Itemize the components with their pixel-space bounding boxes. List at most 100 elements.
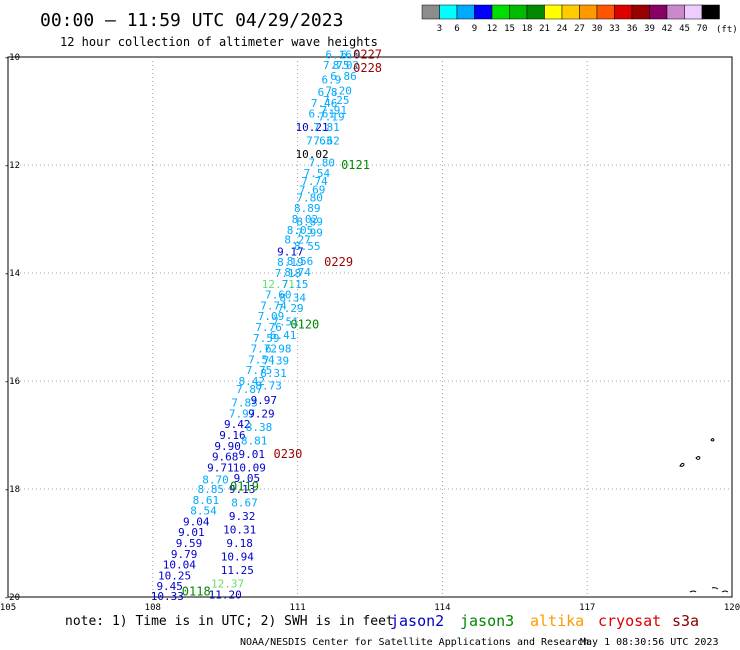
wave-height-label: 7.63 <box>306 135 333 148</box>
longitude-tick-label: 117 <box>579 603 595 613</box>
wave-height-label: 7.15 <box>282 278 309 291</box>
wave-height-label: 8.27 <box>284 234 311 247</box>
wave-height-label: 8.02 <box>333 59 360 72</box>
legend-tick-label: 70 <box>697 24 708 34</box>
legend-swatch <box>649 4 668 20</box>
satellite-key-jason3: jason3 <box>460 612 514 630</box>
wave-height-label: 6.9 <box>321 74 341 87</box>
wave-height-label: 8.38 <box>246 421 273 434</box>
legend-tick-label: 12 <box>487 24 498 34</box>
satellite-key: jason2 jason3 altika cryosat s3a <box>390 612 699 630</box>
wave-height-label: 10.33 <box>151 590 184 603</box>
wave-height-label: 6.61 <box>308 108 335 121</box>
wave-height-label: 7.39 <box>263 354 290 367</box>
wave-height-label: 10.25 <box>158 569 191 582</box>
legend-tick-label: 39 <box>644 24 655 34</box>
wave-height-label: 8.89 <box>294 202 321 215</box>
wave-height-label: 7.59 <box>253 332 280 345</box>
latitude-tick-label: -14 <box>4 269 20 279</box>
latitude-labels: -10 -12 -14 -16 -18 -20 <box>4 53 20 603</box>
pass-time-label: 0118 <box>182 585 211 599</box>
wave-height-label: 10.09 <box>233 461 266 474</box>
legend-tick-label: 45 <box>679 24 690 34</box>
wave-height-label: 9.97 <box>251 394 278 407</box>
wave-height-label: 9.29 <box>248 407 275 420</box>
pass-time-label: 0120 <box>290 317 319 331</box>
wave-height-label: 7.91 <box>321 104 348 117</box>
wave-height-label: 7.20 <box>325 84 352 97</box>
wave-height-label: 10.02 <box>296 148 329 161</box>
wave-height-label: 8.70 <box>202 473 229 486</box>
wave-height-label: 7.99 <box>296 227 323 240</box>
wave-height-label: 7.74 <box>260 299 287 312</box>
wave-height-label: 7.29 <box>277 302 304 315</box>
legend-swatch <box>701 4 720 20</box>
legend-swatch <box>439 4 458 20</box>
wave-height-label: 7.83 <box>231 397 258 410</box>
wave-height-label: 7.18 <box>275 267 302 280</box>
legend-swatch <box>509 4 528 20</box>
legend-swatch <box>631 4 650 20</box>
wave-height-label: 8.55 <box>294 240 321 253</box>
wave-height-label: 8.85 <box>197 483 224 496</box>
wave-height-label: 8.89 <box>296 216 323 229</box>
pass-time-label: 0227 <box>353 47 382 61</box>
wave-height-observations: 6.166.97.758.026.866.97.206.87.257.467.9… <box>151 48 361 603</box>
longitude-tick-label: 108 <box>145 603 161 613</box>
wave-height-label: 9.68 <box>212 451 239 464</box>
wave-height-label: 9.01 <box>238 448 265 461</box>
wave-height-label: 8.61 <box>193 494 220 507</box>
wave-height-label: 12.37 <box>211 578 244 591</box>
wave-height-label: 8.34 <box>280 291 307 304</box>
legend-tick-label: 30 <box>592 24 603 34</box>
wave-height-label: 7.69 <box>299 183 326 196</box>
footer-credit: NOAA/NESDIS Center for Satellite Applica… <box>240 637 589 648</box>
legend-unit: (ft) <box>716 25 738 35</box>
wave-height-label: 8.02 <box>292 213 319 226</box>
wave-height-label: 7.75 <box>323 59 350 72</box>
wave-height-label: 9.18 <box>226 537 253 550</box>
wave-height-label: 7.72 <box>251 343 278 356</box>
legend-swatch <box>526 4 545 20</box>
legend-swatch <box>561 4 580 20</box>
wave-height-label: 7.81 <box>313 121 340 134</box>
legend-swatch <box>579 4 598 20</box>
wave-height-label: 9.01 <box>178 526 205 539</box>
legend-tick-label: 27 <box>574 24 585 34</box>
wave-height-label: 7.75 <box>246 364 273 377</box>
wave-height-label: 8.56 <box>287 255 314 268</box>
wave-height-label: 11.20 <box>209 588 242 601</box>
latitude-tick-label: -10 <box>4 53 20 63</box>
page-title: 00:00 – 11:59 UTC 04/29/2023 <box>40 10 343 31</box>
wave-height-label: 8.74 <box>284 266 311 279</box>
page-subtitle: 12 hour collection of altimeter wave hei… <box>60 35 378 49</box>
wave-height-label: 8.42 <box>238 375 265 388</box>
wave-height-label: 9.59 <box>176 537 203 550</box>
wave-height-label: 9.45 <box>156 580 183 593</box>
satellite-key-s3a: s3a <box>672 612 699 630</box>
latitude-tick-label: -18 <box>4 485 20 495</box>
legend-swatch <box>491 4 510 20</box>
wave-height-label: 7.09 <box>258 310 285 323</box>
wave-height-label: 7.62 <box>313 135 340 148</box>
wave-height-label: 11.25 <box>221 564 254 577</box>
wave-height-label: 6.86 <box>330 70 357 83</box>
island-markers <box>679 438 729 593</box>
wave-height-label: 12.71 <box>262 278 295 291</box>
legend-tick-label: 33 <box>609 24 620 34</box>
note-text: note: 1) Time is in UTC; 2) SWH is in fe… <box>65 614 394 629</box>
wave-height-label: 7.54 <box>304 167 331 180</box>
wave-height-label: 9.04 <box>183 515 210 528</box>
satellite-key-altika: altika <box>530 612 584 630</box>
wave-height-label: 7.76 <box>255 321 282 334</box>
pass-time-label: 0228 <box>353 61 382 75</box>
longitude-labels: 105 108 111 114 117 120 <box>0 603 740 613</box>
wave-height-label: 8.05 <box>287 224 314 237</box>
legend-tick-label: 36 <box>627 24 638 34</box>
latitude-tick-label: -12 <box>4 161 20 171</box>
wave-height-label: 9.71 <box>207 461 234 474</box>
wave-height-label: 10.31 <box>223 524 256 537</box>
wave-height-label: 8.31 <box>260 367 287 380</box>
